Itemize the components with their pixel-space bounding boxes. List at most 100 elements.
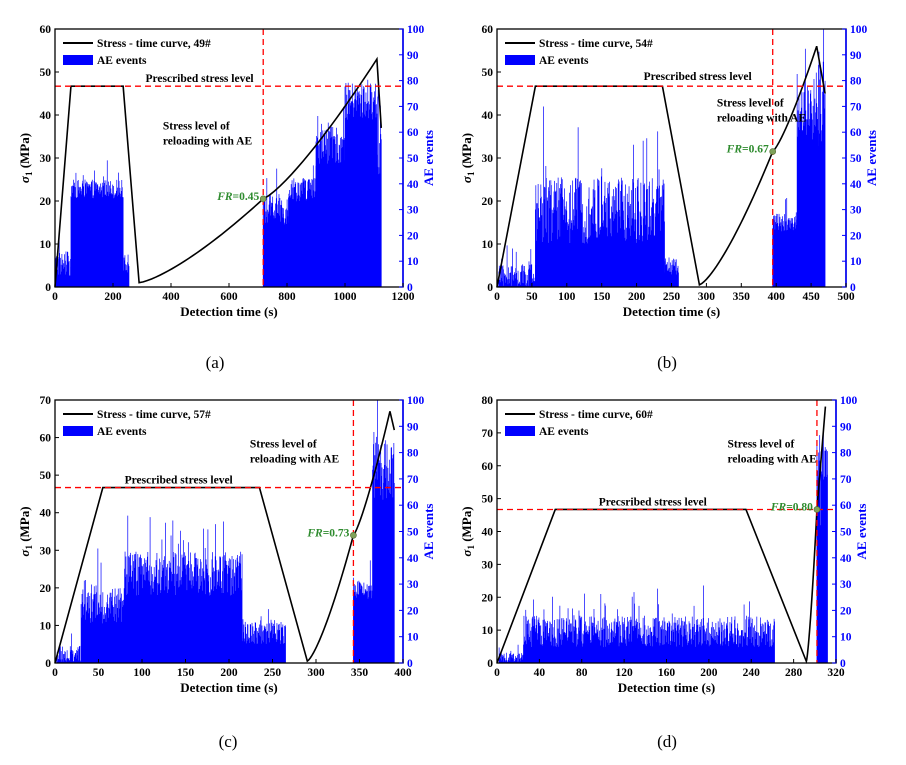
x-tick-label: 240 bbox=[743, 667, 761, 679]
y-tick-label: 70 bbox=[482, 428, 494, 440]
y2-axis-label: AE events bbox=[854, 504, 869, 560]
reload-label-line1: Stress level of bbox=[250, 438, 317, 450]
fr-label: FR=0.45 bbox=[216, 191, 259, 203]
y-tick-label: 20 bbox=[40, 583, 52, 595]
legend-ae-swatch bbox=[505, 426, 535, 436]
ae-bar-segment bbox=[796, 48, 819, 287]
x-tick-label: 280 bbox=[785, 667, 803, 679]
panel-label: (b) bbox=[657, 353, 677, 372]
y2-tick-label: 10 bbox=[407, 256, 419, 268]
ae-bar-segment bbox=[262, 168, 289, 287]
y-tick-label: 50 bbox=[482, 67, 494, 79]
y2-tick-label: 20 bbox=[407, 230, 419, 242]
y2-tick-label: 0 bbox=[850, 282, 856, 294]
x-axis-label: Detection time (s) bbox=[618, 680, 715, 695]
y2-tick-label: 0 bbox=[407, 282, 413, 294]
y2-tick-label: 100 bbox=[850, 24, 868, 36]
reload-label-line1: Stress level of bbox=[717, 97, 784, 109]
x-axis-label: Detection time (s) bbox=[180, 680, 277, 695]
x-tick-label: 300 bbox=[307, 667, 325, 679]
prescribed-stress-label: Prescribed stress level bbox=[145, 73, 253, 85]
legend-ae-label: AE events bbox=[97, 426, 147, 438]
legend-ae-swatch bbox=[63, 55, 93, 65]
fr-label: FR=0.73 bbox=[306, 527, 349, 539]
x-tick-label: 100 bbox=[558, 291, 576, 303]
y2-tick-label: 0 bbox=[840, 658, 846, 670]
x-tick-label: 0 bbox=[494, 291, 500, 303]
y2-tick-label: 10 bbox=[407, 632, 419, 644]
y2-tick-label: 30 bbox=[850, 205, 862, 217]
y-tick-label: 40 bbox=[40, 508, 52, 520]
y2-tick-label: 90 bbox=[850, 50, 862, 62]
y2-tick-label: 90 bbox=[407, 421, 419, 433]
x-tick-label: 100 bbox=[133, 667, 151, 679]
legend-ae-label: AE events bbox=[539, 426, 589, 438]
x-tick-label: 200 bbox=[628, 291, 646, 303]
ae-bar-segment bbox=[353, 560, 373, 663]
y-tick-label: 30 bbox=[482, 153, 494, 165]
y-axis-label: σ1 (MPa) bbox=[17, 133, 34, 183]
fr-label: FR=0.80 bbox=[770, 501, 813, 513]
y-tick-label: 0 bbox=[487, 658, 493, 670]
y2-tick-label: 40 bbox=[407, 179, 419, 191]
y-tick-label: 60 bbox=[40, 24, 52, 36]
legend: Stress - time curve, 49# AE events bbox=[63, 38, 211, 67]
stress-time-curve bbox=[54, 411, 396, 664]
y2-tick-label: 30 bbox=[407, 579, 419, 591]
y2-tick-label: 60 bbox=[840, 500, 852, 512]
legend-stress-label: Stress - time curve, 60# bbox=[539, 409, 653, 421]
y2-tick-label: 20 bbox=[840, 605, 852, 617]
y-tick-label: 10 bbox=[482, 239, 494, 251]
fr-marker bbox=[259, 195, 267, 203]
x-tick-label: 0 bbox=[52, 291, 58, 303]
x-tick-label: 500 bbox=[837, 291, 855, 303]
y2-tick-label: 90 bbox=[840, 421, 852, 433]
x-tick-label: 350 bbox=[351, 667, 369, 679]
ae-bar-segment bbox=[816, 431, 828, 663]
ae-bar-segment bbox=[523, 585, 775, 663]
legend-stress-label: Stress - time curve, 54# bbox=[539, 38, 653, 50]
x-tick-label: 1000 bbox=[334, 291, 357, 303]
ae-events-bars bbox=[498, 29, 826, 287]
y-tick-label: 30 bbox=[482, 559, 494, 571]
x-tick-label: 40 bbox=[534, 667, 546, 679]
legend-ae-label: AE events bbox=[97, 55, 147, 67]
fr-marker bbox=[813, 506, 821, 513]
y2-tick-label: 60 bbox=[407, 127, 419, 139]
y2-tick-label: 60 bbox=[407, 500, 419, 512]
y-tick-label: 20 bbox=[40, 196, 52, 208]
x-tick-label: 150 bbox=[593, 291, 611, 303]
y2-tick-label: 70 bbox=[407, 101, 419, 113]
y-axis-label: σ1 (MPa) bbox=[459, 133, 476, 183]
y-tick-label: 40 bbox=[40, 110, 52, 122]
x-tick-label: 50 bbox=[93, 667, 105, 679]
y2-tick-label: 20 bbox=[407, 605, 419, 617]
y2-tick-label: 50 bbox=[407, 153, 419, 165]
fr-label: FR=0.67 bbox=[726, 144, 769, 156]
y2-tick-label: 70 bbox=[840, 474, 852, 486]
reload-label-line2: reloading with AE bbox=[717, 112, 807, 124]
y2-tick-label: 100 bbox=[840, 395, 858, 407]
y-tick-label: 70 bbox=[40, 395, 52, 407]
fr-marker bbox=[769, 148, 777, 155]
ae-bar-segment bbox=[80, 548, 125, 663]
chart-panel: 0 40 80 120 160 200 240 280 32001020304050607080… bbox=[459, 395, 869, 751]
x-tick-label: 150 bbox=[177, 667, 195, 679]
x-tick-label: 200 bbox=[220, 667, 238, 679]
y2-tick-label: 40 bbox=[407, 553, 419, 565]
panel-label: (a) bbox=[206, 353, 225, 372]
ae-bar-segment bbox=[376, 89, 382, 287]
reload-label-line1: Stress level of bbox=[163, 121, 230, 133]
prescribed-stress-label: Prescribed stress level bbox=[125, 475, 233, 487]
legend-stress-label: Stress - time curve, 49# bbox=[97, 38, 211, 50]
panel-label: (d) bbox=[657, 732, 677, 751]
y2-tick-label: 30 bbox=[407, 205, 419, 217]
fr-marker bbox=[350, 531, 357, 539]
y-tick-label: 50 bbox=[40, 67, 52, 79]
prescribed-stress-label: Precsribed stress level bbox=[599, 496, 707, 508]
y-tick-label: 40 bbox=[482, 527, 494, 539]
ae-bar-segment bbox=[817, 29, 826, 287]
ae-events-bars bbox=[498, 431, 828, 663]
reload-label-line2: reloading with AE bbox=[163, 136, 253, 148]
ae-bar-segment bbox=[315, 106, 346, 287]
